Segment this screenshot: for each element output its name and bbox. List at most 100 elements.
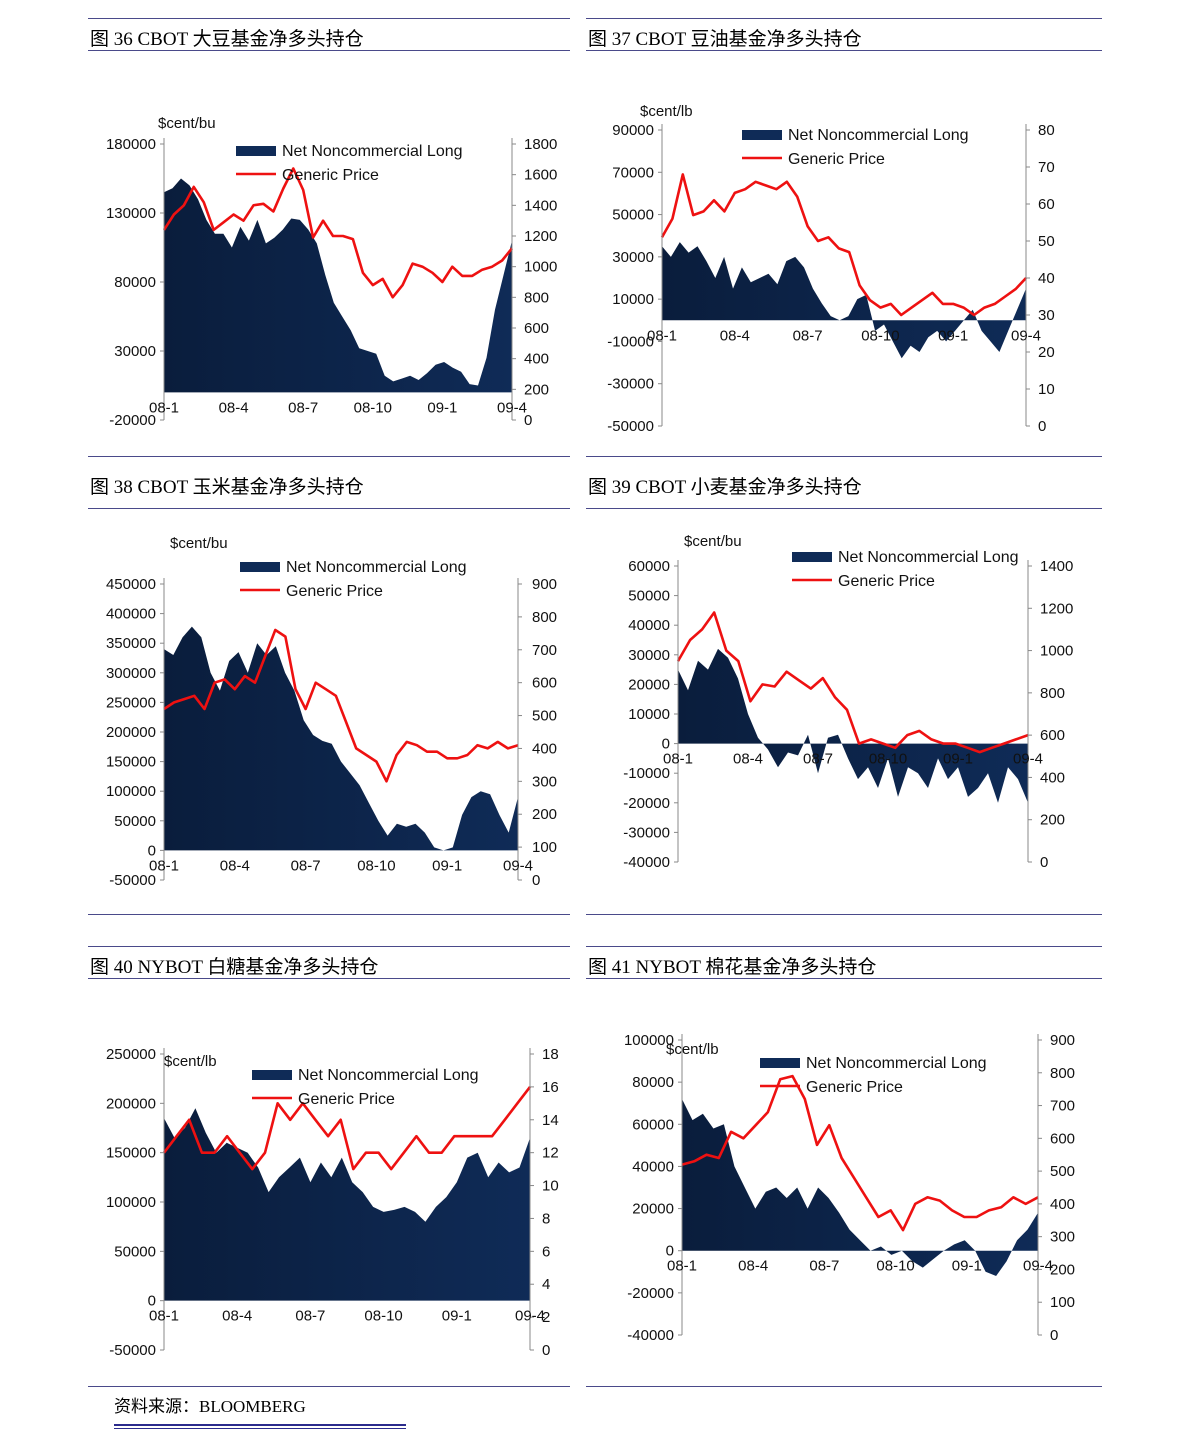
right-tick-label: 30 bbox=[1038, 307, 1055, 324]
chart-svg: 6000050000400003000020000100000-10000-20… bbox=[623, 533, 1073, 871]
left-tick-label: -40000 bbox=[623, 854, 670, 871]
right-tick-label: 1600 bbox=[524, 167, 557, 184]
legend-area-swatch bbox=[236, 146, 276, 156]
x-tick-label: 09-4 bbox=[497, 399, 527, 416]
right-tick-label: 700 bbox=[532, 642, 557, 659]
left-tick-label: -50000 bbox=[109, 1342, 156, 1359]
right-tick-label: 2 bbox=[542, 1309, 550, 1326]
right-tick-label: 600 bbox=[524, 320, 549, 337]
x-tick-label: 08-10 bbox=[364, 1308, 402, 1325]
unit-label: $cent/lb bbox=[164, 1053, 217, 1070]
right-tick-label: 200 bbox=[1040, 812, 1065, 829]
x-tick-label: 08-4 bbox=[219, 399, 249, 416]
divider bbox=[586, 18, 1102, 19]
x-tick-label: 08-7 bbox=[803, 751, 833, 768]
left-tick-label: 150000 bbox=[106, 754, 156, 771]
right-tick-label: 500 bbox=[532, 708, 557, 725]
chart-svg: 450000 400000 350000 300000 250000 200000 1500… bbox=[106, 535, 557, 889]
divider bbox=[88, 18, 570, 19]
chart-svg: 90000 70000 50000 30000 10000 -10000 -30000 -50… bbox=[607, 103, 1055, 435]
chart-title: 图 40 NYBOT 白糖基金净多头持仓 bbox=[90, 957, 379, 978]
left-tick-label: 10000 bbox=[612, 291, 654, 308]
right-tick-label: 6 bbox=[542, 1243, 550, 1260]
left-tick-label: 80000 bbox=[114, 274, 156, 291]
right-tick-label: 100 bbox=[532, 839, 557, 856]
left-tick-label: 100000 bbox=[624, 1032, 674, 1049]
left-tick-label: -20000 bbox=[109, 412, 156, 429]
left-tick-label: 50000 bbox=[628, 588, 670, 605]
left-tick-label: 90000 bbox=[612, 122, 654, 139]
right-tick-label: 800 bbox=[1040, 685, 1065, 702]
x-tick-label: 09-1 bbox=[442, 1308, 472, 1325]
left-tick-label: 20000 bbox=[628, 676, 670, 693]
left-tick-label: 300000 bbox=[106, 665, 156, 682]
right-tick-label: 700 bbox=[1050, 1098, 1075, 1115]
right-tick-label: 100 bbox=[1050, 1294, 1075, 1311]
right-tick-label: 40 bbox=[1038, 270, 1055, 287]
legend-area-swatch bbox=[760, 1058, 800, 1068]
chart-title: 图 36 CBOT 大豆基金净多头持仓 bbox=[90, 29, 364, 50]
left-tick-label: 350000 bbox=[106, 635, 156, 652]
right-tick-label: 800 bbox=[1050, 1065, 1075, 1082]
right-tick-label: 600 bbox=[532, 675, 557, 692]
left-tick-label: 70000 bbox=[612, 164, 654, 181]
left-tick-label: 130000 bbox=[106, 205, 156, 222]
right-tick-label: 16 bbox=[542, 1079, 559, 1096]
legend-price-label: Generic Price bbox=[806, 1079, 903, 1096]
left-tick-label: -40000 bbox=[627, 1327, 674, 1344]
right-tick-label: 900 bbox=[1050, 1032, 1075, 1049]
net-long-area bbox=[682, 1099, 1038, 1276]
legend-area-label: Net Noncommercial Long bbox=[286, 559, 467, 576]
legend-price-label: Generic Price bbox=[286, 583, 383, 600]
left-tick-label: 50000 bbox=[612, 207, 654, 224]
right-tick-label: 12 bbox=[542, 1145, 559, 1162]
right-tick-label: 0 bbox=[542, 1342, 550, 1359]
right-tick-label: 1000 bbox=[524, 259, 557, 276]
left-tick-label: 250000 bbox=[106, 694, 156, 711]
left-tick-label: 180000 bbox=[106, 136, 156, 153]
left-tick-label: 450000 bbox=[106, 576, 156, 593]
x-tick-label: 08-7 bbox=[295, 1308, 325, 1325]
x-tick-label: 08-10 bbox=[861, 327, 899, 344]
divider bbox=[88, 1386, 570, 1387]
price-line bbox=[681, 1074, 1039, 1232]
chart-svg: 250000 200000 150000 100000 50000 0 -50000 18 16… bbox=[106, 1046, 559, 1359]
divider bbox=[586, 456, 1102, 457]
price-line bbox=[163, 628, 519, 783]
x-tick-label: 08-4 bbox=[733, 751, 763, 768]
left-tick-label: 10000 bbox=[628, 706, 670, 723]
net-long-area bbox=[164, 1108, 530, 1301]
chart-title: 图 37 CBOT 豆油基金净多头持仓 bbox=[588, 29, 862, 50]
left-tick-label: 0 bbox=[148, 842, 156, 859]
right-tick-label: 1200 bbox=[524, 228, 557, 245]
legend-area-label: Net Noncommercial Long bbox=[298, 1067, 479, 1084]
x-tick-label: 08-1 bbox=[663, 751, 693, 768]
x-tick-label: 08-7 bbox=[291, 857, 321, 874]
left-tick-label: -30000 bbox=[607, 376, 654, 393]
right-tick-label: 1400 bbox=[524, 197, 557, 214]
left-tick-label: -10000 bbox=[623, 765, 670, 782]
x-tick-label: 09-4 bbox=[1013, 751, 1043, 768]
left-tick-label: 0 bbox=[666, 1243, 674, 1260]
legend-price-label: Generic Price bbox=[838, 573, 935, 590]
chart-title: 图 38 CBOT 玉米基金净多头持仓 bbox=[90, 477, 364, 498]
x-tick-label: 08-7 bbox=[793, 327, 823, 344]
legend-area-label: Net Noncommercial Long bbox=[788, 127, 969, 144]
unit-label: $cent/lb bbox=[666, 1041, 719, 1058]
left-tick-label: -10000 bbox=[607, 333, 654, 350]
right-tick-label: 200 bbox=[532, 806, 557, 823]
right-tick-label: 600 bbox=[1050, 1130, 1075, 1147]
divider bbox=[88, 946, 570, 947]
price-line bbox=[162, 167, 514, 299]
net-long-area bbox=[662, 242, 1026, 359]
legend-area-label: Net Noncommercial Long bbox=[282, 143, 463, 160]
price-line bbox=[162, 1086, 532, 1171]
x-tick-label: 08-10 bbox=[354, 399, 392, 416]
right-tick-label: 400 bbox=[532, 740, 557, 757]
right-tick-label: 0 bbox=[532, 872, 540, 889]
left-tick-label: 150000 bbox=[106, 1145, 156, 1162]
legend-price-label: Generic Price bbox=[298, 1091, 395, 1108]
right-tick-label: 600 bbox=[1040, 727, 1065, 744]
unit-label: $cent/bu bbox=[170, 535, 228, 552]
chart-svg: 180000 130000 80000 30000 -20000 1800 1600 1400… bbox=[106, 115, 557, 429]
